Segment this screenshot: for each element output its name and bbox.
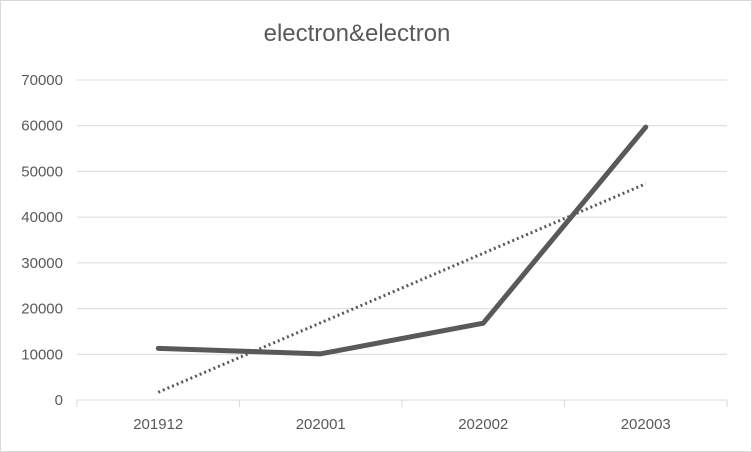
series-line: [155, 124, 649, 357]
y-tick-label: 40000: [21, 209, 63, 226]
y-axis-tick-labels: 0 10000 20000 30000 40000 50000 60000 70000: [21, 72, 63, 409]
x-tick-label: 202003: [621, 416, 671, 433]
trendline: [157, 182, 647, 394]
x-tick-label: 201912: [133, 416, 183, 433]
y-tick-label: 50000: [21, 163, 63, 180]
x-tick-label: 202001: [296, 416, 346, 433]
data-point: [482, 322, 484, 324]
y-tick-label: 0: [55, 392, 63, 409]
series-layer: [155, 124, 649, 357]
x-axis: [76, 399, 728, 407]
y-tick-label: 30000: [21, 255, 63, 272]
chart-title: electron&electron: [263, 20, 451, 47]
trendline-layer: [157, 182, 647, 394]
data-point: [645, 126, 647, 128]
y-tick-label: 60000: [21, 118, 63, 135]
y-tick-label: 10000: [21, 346, 63, 363]
data-point: [320, 353, 322, 355]
x-tick-label: 202002: [458, 416, 508, 433]
y-tick-label: 70000: [21, 72, 63, 89]
data-point: [157, 347, 159, 349]
y-tick-label: 20000: [21, 301, 63, 318]
x-axis-tick-labels: 201912 202001 202002 202003: [133, 416, 671, 433]
gridlines: [77, 79, 727, 355]
